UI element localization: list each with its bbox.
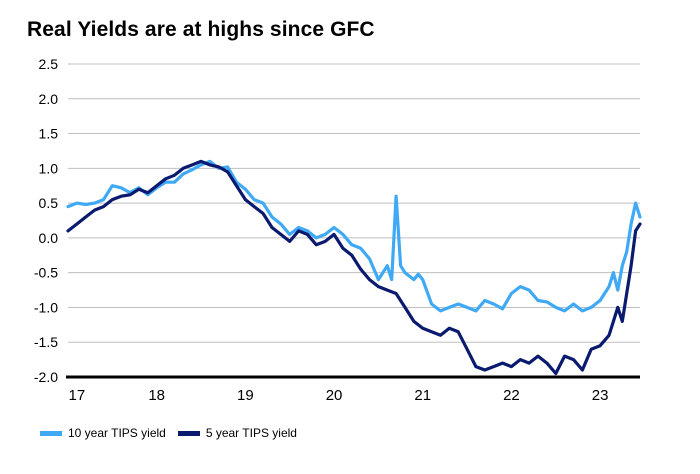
legend-item-10y: 10 year TIPS yield <box>40 426 166 440</box>
y-tick-label: 0.5 <box>39 195 59 211</box>
grid-lines <box>68 63 640 343</box>
legend-label-10y: 10 year TIPS yield <box>68 426 166 440</box>
legend-swatch-5y <box>177 430 200 436</box>
legend: 10 year TIPS yield 5 year TIPS yield <box>40 426 309 440</box>
x-tick-label: 17 <box>69 387 86 404</box>
y-tick-label: -0.5 <box>34 265 58 281</box>
y-tick-label: -1.0 <box>34 299 58 315</box>
series-line-5y-tips <box>66 159 642 376</box>
x-tick-label: 20 <box>326 387 343 404</box>
legend-item-5y: 5 year TIPS yield <box>177 426 297 440</box>
axes: 2.5 2.0 1.5 1.0 0.5 0.0 -0.5 -1.0 -1.5 -2.0 17 18 19… <box>34 56 640 404</box>
chart-title: Real Yields are at highs since GFC <box>27 18 375 41</box>
y-tick-label: 1.0 <box>39 160 59 176</box>
y-tick-label: 2.5 <box>39 56 59 72</box>
legend-swatch-10y <box>40 430 62 436</box>
x-tick-label: 22 <box>503 387 520 404</box>
x-tick-label: 21 <box>414 387 431 404</box>
y-tick-label: -2.0 <box>34 369 58 385</box>
legend-label-5y: 5 year TIPS yield <box>205 426 297 440</box>
series-lines <box>66 159 642 376</box>
x-tick-label: 23 <box>592 387 609 404</box>
x-tick-label: 19 <box>237 387 254 404</box>
series-line-10y-tips <box>66 159 642 313</box>
y-tick-label: 2.0 <box>39 91 59 107</box>
y-tick-label: 1.5 <box>39 126 59 142</box>
x-tick-label: 18 <box>148 387 165 404</box>
y-tick-label: 0.0 <box>39 230 59 246</box>
y-tick-label: -1.5 <box>34 334 58 350</box>
